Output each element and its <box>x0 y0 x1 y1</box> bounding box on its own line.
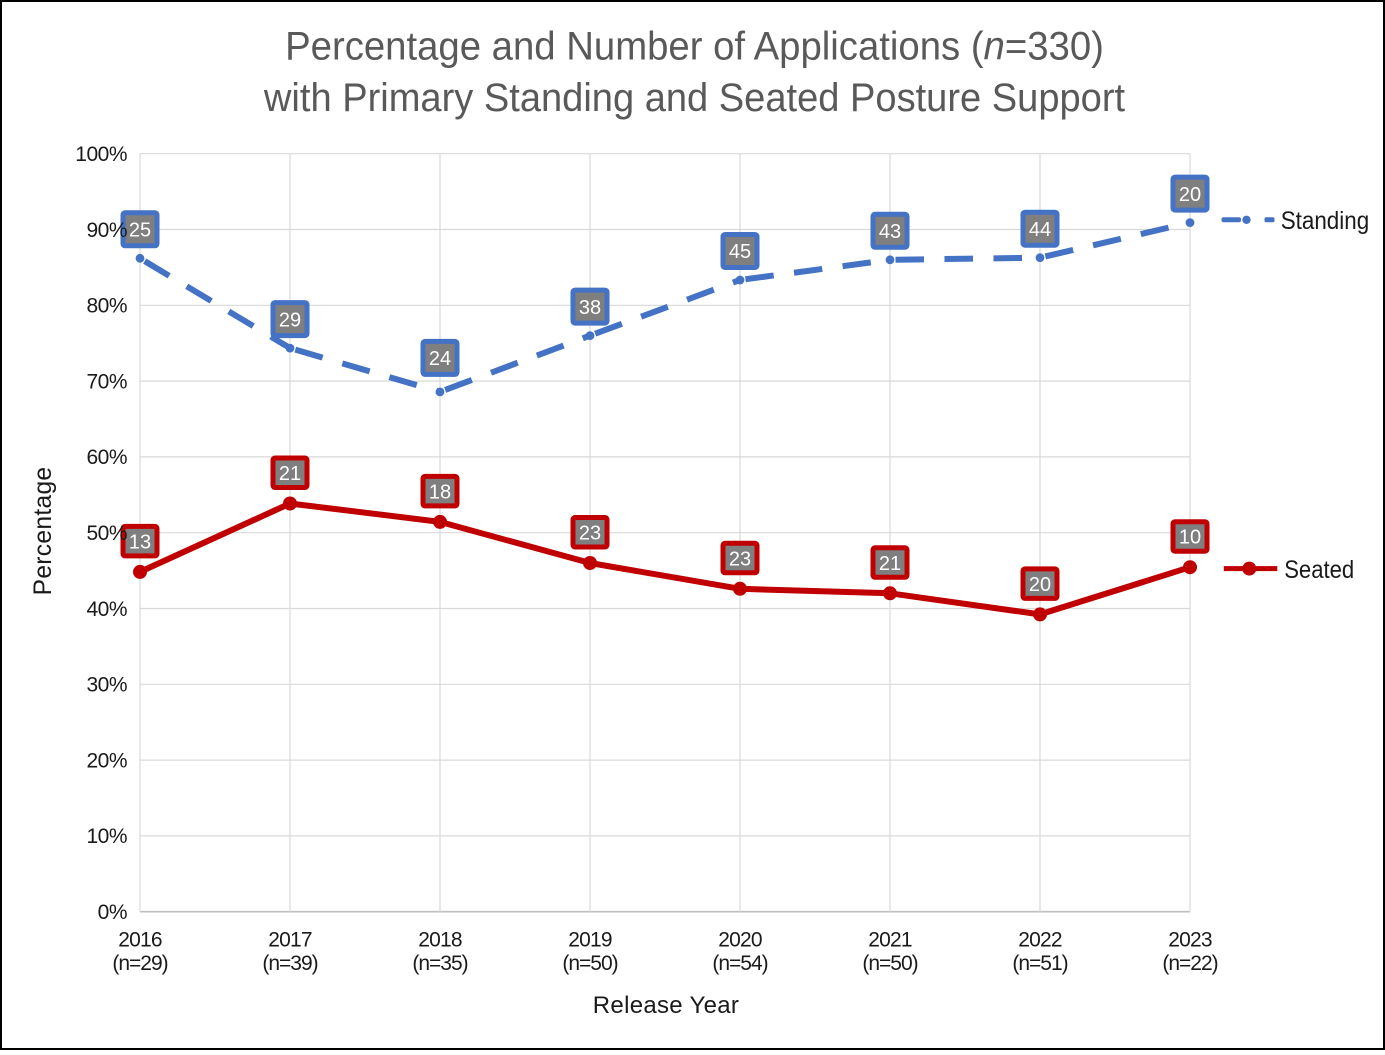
svg-text:38: 38 <box>579 297 601 319</box>
svg-text:23: 23 <box>729 548 751 570</box>
svg-text:(n=39): (n=39) <box>262 952 317 975</box>
svg-text:21: 21 <box>879 553 901 575</box>
svg-text:20: 20 <box>1179 184 1201 206</box>
svg-text:Percentage: Percentage <box>30 467 57 596</box>
svg-text:45: 45 <box>729 241 751 263</box>
svg-text:29: 29 <box>279 309 301 331</box>
svg-text:24: 24 <box>429 348 451 370</box>
svg-text:90%: 90% <box>86 219 127 242</box>
svg-text:2023: 2023 <box>1168 929 1212 952</box>
svg-text:40%: 40% <box>86 598 127 621</box>
svg-text:(n=50): (n=50) <box>862 952 917 975</box>
svg-text:13: 13 <box>129 531 151 553</box>
svg-text:21: 21 <box>279 463 301 485</box>
svg-text:25: 25 <box>129 220 151 242</box>
svg-text:2020: 2020 <box>718 929 762 952</box>
svg-text:50%: 50% <box>86 522 127 545</box>
svg-text:2016: 2016 <box>118 929 162 952</box>
svg-text:18: 18 <box>429 481 451 503</box>
svg-text:60%: 60% <box>86 446 127 469</box>
svg-text:Standing: Standing <box>1281 207 1370 235</box>
svg-text:2022: 2022 <box>1018 929 1062 952</box>
svg-text:(n=29): (n=29) <box>112 952 167 975</box>
svg-text:Percentage and Number of Appli: Percentage and Number of Applications (n… <box>285 25 1104 69</box>
svg-text:20: 20 <box>1029 574 1051 596</box>
svg-text:(n=22): (n=22) <box>1162 952 1217 975</box>
svg-text:2017: 2017 <box>268 929 312 952</box>
svg-text:80%: 80% <box>86 295 127 318</box>
svg-text:Seated: Seated <box>1284 556 1354 584</box>
svg-text:23: 23 <box>579 522 601 544</box>
svg-text:43: 43 <box>879 221 901 243</box>
svg-text:Release Year: Release Year <box>593 992 739 1019</box>
svg-text:100%: 100% <box>75 143 127 166</box>
svg-text:2019: 2019 <box>568 929 612 952</box>
svg-text:(n=51): (n=51) <box>1012 952 1067 975</box>
svg-text:70%: 70% <box>86 370 127 393</box>
svg-text:with Primary Standing and Seat: with Primary Standing and Seated Posture… <box>263 76 1125 120</box>
svg-text:30%: 30% <box>86 674 127 697</box>
svg-text:2021: 2021 <box>868 929 912 952</box>
svg-text:10: 10 <box>1179 527 1201 549</box>
svg-text:(n=35): (n=35) <box>412 952 467 975</box>
svg-text:(n=50): (n=50) <box>562 952 617 975</box>
svg-text:10%: 10% <box>86 825 127 848</box>
svg-text:20%: 20% <box>86 749 127 772</box>
svg-text:(n=54): (n=54) <box>712 952 767 975</box>
svg-text:2018: 2018 <box>418 929 462 952</box>
svg-text:44: 44 <box>1029 219 1051 241</box>
svg-text:0%: 0% <box>98 901 127 924</box>
